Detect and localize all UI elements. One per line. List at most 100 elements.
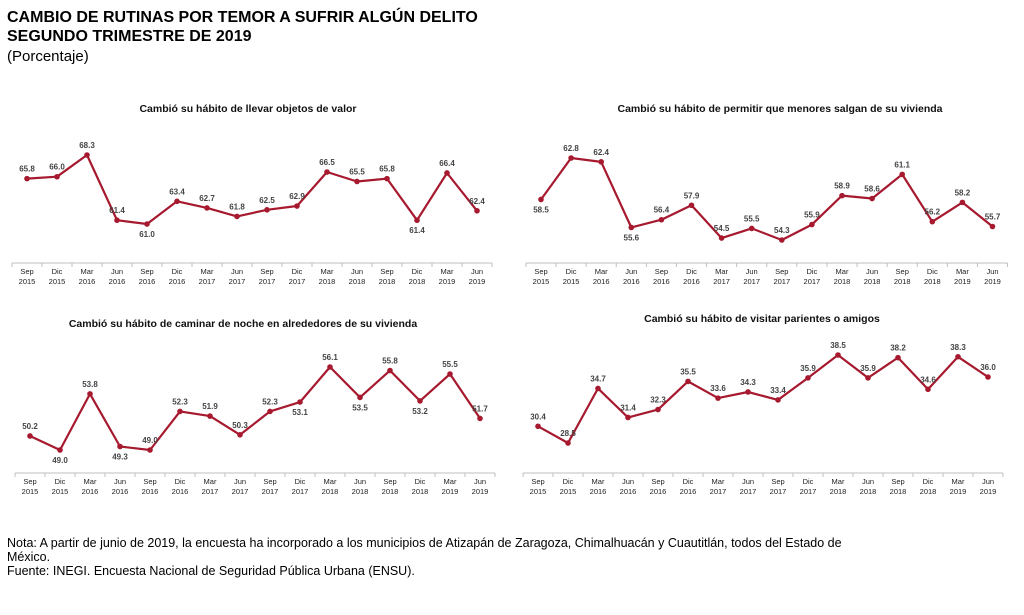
x-tick-label-year: 2017 xyxy=(804,277,821,286)
x-tick-label-year: 2016 xyxy=(593,277,610,286)
data-point xyxy=(535,423,541,430)
x-tick-label-month: Dic xyxy=(172,267,183,276)
chart-title: Cambió su hábito de llevar objetos de va… xyxy=(139,103,356,115)
x-tick-label-month: Dic xyxy=(923,477,934,486)
footnote: Nota: A partir de junio de 2019, la encu… xyxy=(7,536,947,578)
x-tick-label-month: Jun xyxy=(866,267,878,276)
data-label: 68.3 xyxy=(79,141,95,150)
data-point xyxy=(835,352,841,358)
data-point xyxy=(144,221,150,227)
data-point xyxy=(237,432,243,438)
data-point xyxy=(417,398,423,404)
x-tick-label-month: Sep xyxy=(775,267,788,276)
x-tick-label-month: Dic xyxy=(566,267,577,276)
data-point xyxy=(565,440,571,446)
x-tick-label-year: 2015 xyxy=(560,487,577,496)
x-tick-label-year: 2017 xyxy=(740,487,757,496)
data-point xyxy=(538,196,544,203)
data-label: 62.8 xyxy=(563,144,579,153)
x-tick-label-year: 2015 xyxy=(563,277,580,286)
data-label: 38.5 xyxy=(830,341,846,350)
header: CAMBIO DE RUTINAS POR TEMOR A SUFRIR ALG… xyxy=(7,8,478,66)
data-point xyxy=(327,364,333,370)
data-label: 66.5 xyxy=(319,158,335,167)
data-label: 32.3 xyxy=(650,396,666,405)
x-tick-label-month: Jun xyxy=(982,477,994,486)
data-point xyxy=(57,447,63,453)
x-tick-label-year: 2017 xyxy=(713,277,730,286)
x-tick-label-month: Jun xyxy=(111,267,123,276)
data-point xyxy=(715,395,721,401)
x-tick-label-year: 2018 xyxy=(830,487,847,496)
x-tick-label-year: 2015 xyxy=(52,487,69,496)
x-tick-label-year: 2018 xyxy=(864,277,881,286)
data-point xyxy=(117,443,123,450)
series-line xyxy=(26,153,478,226)
data-point xyxy=(447,371,453,377)
data-label: 30.4 xyxy=(530,412,546,421)
series-line xyxy=(540,156,994,242)
x-tick-label-month: Jun xyxy=(986,267,998,276)
data-point xyxy=(658,216,665,223)
x-tick-label-year: 2017 xyxy=(800,487,817,496)
x-tick-label-month: Mar xyxy=(595,267,608,276)
data-point xyxy=(264,207,270,213)
data-label: 62.9 xyxy=(289,192,305,201)
data-point xyxy=(929,218,936,225)
x-tick-label-year: 2016 xyxy=(650,487,667,496)
x-tick-label-month: Jun xyxy=(742,477,754,486)
x-tick-label-month: Sep xyxy=(260,267,273,276)
x-tick-label-year: 2015 xyxy=(49,277,66,286)
data-label: 57.9 xyxy=(684,191,700,200)
series-line xyxy=(29,365,481,452)
x-tick-label-year: 2017 xyxy=(292,487,309,496)
data-label: 51.7 xyxy=(472,404,488,413)
data-label: 65.8 xyxy=(19,165,35,174)
x-tick-label-year: 2016 xyxy=(623,277,640,286)
x-tick-label-year: 2018 xyxy=(894,277,911,286)
x-tick-label-year: 2016 xyxy=(653,277,670,286)
data-label: 56.2 xyxy=(925,208,941,217)
data-point xyxy=(805,375,811,381)
x-tick-label-year: 2018 xyxy=(352,487,369,496)
data-label: 63.4 xyxy=(169,187,185,196)
data-point xyxy=(955,353,961,360)
data-label: 58.5 xyxy=(533,205,549,214)
x-tick-label-month: Sep xyxy=(23,477,36,486)
x-tick-label-year: 2016 xyxy=(620,487,637,496)
x-tick-label-month: Jun xyxy=(471,267,483,276)
x-tick-label-month: Dic xyxy=(175,477,186,486)
x-tick-label-year: 2019 xyxy=(950,487,967,496)
data-label: 58.9 xyxy=(834,182,850,191)
x-tick-label-month: Mar xyxy=(84,477,97,486)
data-label: 61.1 xyxy=(894,160,910,169)
data-point xyxy=(357,394,363,401)
x-tick-label-year: 2018 xyxy=(412,487,429,496)
data-point xyxy=(869,195,875,202)
data-point xyxy=(84,152,90,158)
data-label: 34.3 xyxy=(740,378,756,387)
x-tick-label-year: 2019 xyxy=(469,277,486,286)
data-point xyxy=(354,178,360,185)
data-label: 53.1 xyxy=(292,408,308,417)
x-tick-label-year: 2018 xyxy=(920,487,937,496)
x-tick-label-month: Dic xyxy=(412,267,423,276)
x-tick-label-year: 2016 xyxy=(79,277,96,286)
data-label: 54.3 xyxy=(774,226,790,235)
x-tick-label-year: 2017 xyxy=(232,487,249,496)
data-point xyxy=(625,414,631,421)
data-label: 38.3 xyxy=(950,343,966,352)
x-tick-label-month: Mar xyxy=(324,477,337,486)
x-tick-label-year: 2019 xyxy=(984,277,1001,286)
data-point xyxy=(24,175,30,182)
x-tick-label-month: Mar xyxy=(441,267,454,276)
data-label: 55.5 xyxy=(442,360,458,369)
data-point xyxy=(959,199,966,206)
data-point xyxy=(87,391,93,397)
x-tick-label-year: 2017 xyxy=(770,487,787,496)
series-line xyxy=(537,353,989,445)
x-tick-label-year: 2018 xyxy=(349,277,366,286)
x-tick-label-month: Jun xyxy=(114,477,126,486)
data-label: 52.3 xyxy=(172,397,188,406)
x-tick-label-month: Dic xyxy=(415,477,426,486)
